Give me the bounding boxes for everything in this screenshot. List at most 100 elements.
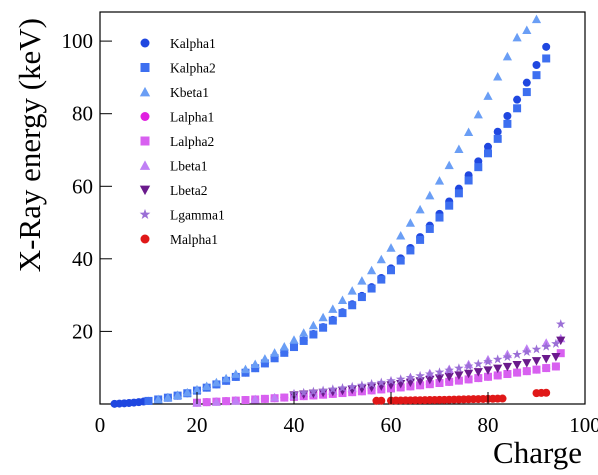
- x-tick-label: 100: [569, 413, 598, 437]
- data-point-kalpha2: [416, 235, 425, 244]
- data-point-lgamma1: [551, 338, 561, 348]
- data-point-lgamma1: [454, 363, 464, 373]
- data-point-kbeta1: [425, 190, 435, 200]
- data-point-lbeta2: [522, 359, 532, 368]
- legend-label: Lbeta2: [170, 183, 207, 198]
- data-point-kalpha2: [503, 119, 512, 128]
- plot-area: [99, 11, 586, 405]
- data-point-lgamma1: [347, 381, 357, 391]
- data-point-kbeta1: [434, 176, 445, 185]
- data-point-lbeta2: [454, 371, 464, 380]
- data-point-kalpha2: [387, 266, 395, 275]
- data-point-lalpha2: [464, 375, 473, 384]
- data-point-lbeta2: [328, 387, 338, 397]
- data-point-lgamma1: [415, 370, 425, 380]
- data-point-lgamma1: [405, 372, 416, 382]
- legend-marker-lbeta1: [139, 160, 151, 170]
- data-point-kbeta1: [270, 348, 280, 357]
- data-point-kalpha1: [493, 127, 502, 136]
- data-point-lgamma1: [376, 377, 387, 387]
- legend-label: Lbeta1: [170, 159, 207, 174]
- data-point-lbeta2: [502, 362, 512, 372]
- data-point-lbeta2: [337, 386, 348, 396]
- legend-marker-malpha1: [140, 234, 150, 244]
- data-point-malpha1: [542, 388, 551, 397]
- data-point-kalpha1: [503, 111, 512, 120]
- legend-label: Lalpha1: [170, 110, 214, 125]
- data-point-lgamma1: [522, 346, 532, 357]
- legend-marker-lgamma1: [139, 208, 151, 220]
- data-point-kalpha1: [484, 142, 492, 151]
- data-point-lbeta1: [250, 394, 260, 404]
- data-point-kalpha2: [280, 348, 289, 357]
- y-tick-label: 40: [72, 247, 93, 271]
- data-point-kbeta1: [240, 364, 251, 374]
- legend-marker-lbeta2: [139, 185, 151, 196]
- data-point-lgamma1: [386, 375, 396, 385]
- data-point-kalpha2: [338, 309, 347, 318]
- legend-label: Kalpha2: [170, 61, 216, 76]
- data-point-lalpha2: [551, 362, 560, 371]
- data-point-kbeta1: [318, 312, 328, 322]
- data-point-lgamma1: [425, 369, 435, 379]
- data-point-kalpha2: [406, 246, 415, 255]
- legend-marker-kalpha2: [140, 63, 150, 72]
- data-point-lalpha2: [522, 367, 531, 376]
- data-point-lalpha2: [260, 394, 269, 403]
- data-point-kalpha2: [513, 104, 522, 113]
- data-point-kalpha2: [377, 275, 386, 284]
- data-point-lgamma1: [366, 378, 377, 388]
- data-point-lgamma1: [357, 380, 367, 390]
- data-point-kbeta1: [512, 32, 522, 42]
- data-point-lgamma1: [473, 359, 484, 369]
- data-point-kalpha1: [532, 60, 541, 69]
- data-point-kbeta1: [376, 254, 386, 264]
- data-point-kbeta1: [396, 231, 406, 240]
- data-point-kbeta1: [531, 14, 542, 24]
- data-point-kalpha2: [299, 336, 308, 345]
- data-point-lbeta2: [556, 336, 566, 346]
- data-point-kbeta1: [308, 320, 318, 330]
- data-point-lbeta1: [270, 392, 280, 402]
- data-point-lgamma1: [308, 386, 319, 396]
- data-point-kbeta1: [163, 392, 173, 402]
- data-point-kalpha2: [484, 149, 492, 158]
- data-point-kalpha2: [454, 189, 463, 198]
- data-point-kalpha2: [328, 316, 337, 325]
- data-point-kalpha2: [493, 134, 502, 143]
- data-point-lbeta2: [464, 369, 474, 379]
- data-point-kbeta1: [279, 341, 289, 351]
- data-point-kbeta1: [337, 295, 348, 304]
- data-point-lgamma1: [492, 354, 503, 364]
- data-point-kbeta1: [357, 276, 367, 285]
- legend-marker-kalpha1: [140, 38, 150, 48]
- x-tick-label: 60: [381, 413, 402, 437]
- data-point-lalpha2: [542, 364, 551, 373]
- legend: Kalpha1 Kalpha2 Kbeta1 Lalpha1 Lalpha2 L…: [139, 36, 225, 247]
- data-point-kalpha2: [532, 71, 541, 80]
- data-point-lalpha2: [484, 372, 492, 381]
- series-kalpha2: [144, 54, 551, 405]
- y-axis-ticks: 20 40 60 80 100: [62, 29, 112, 343]
- data-point-lbeta1: [231, 396, 241, 405]
- data-point-lbeta2: [493, 364, 503, 374]
- x-tick-label: 40: [284, 413, 305, 437]
- data-point-kbeta1: [483, 91, 493, 100]
- data-point-lgamma1: [531, 344, 542, 354]
- data-point-lgamma1: [434, 367, 445, 377]
- data-point-lbeta2: [483, 366, 493, 375]
- x-axis-ticks: 0 20 40 60 80 100: [95, 392, 598, 437]
- data-point-kbeta1: [386, 243, 396, 252]
- data-point-lgamma1: [502, 352, 513, 362]
- data-point-lbeta2: [357, 384, 367, 394]
- data-point-kalpha2: [474, 163, 483, 172]
- data-point-kalpha2: [144, 396, 153, 405]
- data-point-lgamma1: [298, 387, 309, 397]
- data-point-lgamma1: [463, 361, 474, 371]
- data-point-kbeta1: [405, 218, 415, 227]
- data-point-lbeta2: [531, 357, 542, 366]
- data-point-kalpha2: [445, 201, 454, 210]
- legend-marker-kbeta1: [139, 86, 151, 97]
- y-tick-label: 80: [72, 102, 93, 126]
